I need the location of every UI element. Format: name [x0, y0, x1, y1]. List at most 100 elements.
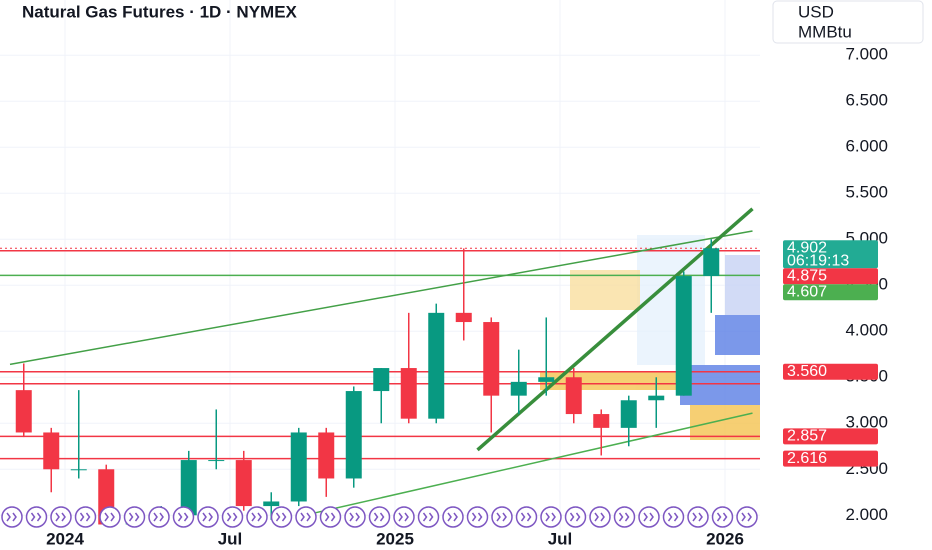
y-tick-label: 7.000: [845, 45, 888, 64]
candle-body: [400, 368, 417, 419]
y-tick-label: 4.000: [845, 321, 888, 340]
vp-bar: [570, 270, 640, 310]
event-icon-glyph: [422, 512, 434, 522]
y-tick-label: 3.000: [845, 413, 888, 432]
event-icon: [687, 506, 709, 528]
event-icon: [221, 506, 244, 528]
event-icon-glyph: [153, 512, 164, 522]
event-icon: [1, 506, 23, 528]
candle-body: [483, 322, 500, 396]
price-label-box: [783, 240, 878, 269]
candle-body: [538, 377, 555, 382]
event-icon-glyph: [667, 512, 679, 522]
candle-body: [373, 368, 390, 392]
unit: MMBtu: [798, 22, 852, 41]
price-label-box: [783, 284, 878, 301]
event-icon: [540, 506, 562, 528]
event-icon: [172, 506, 195, 528]
event-icon-glyph: [6, 512, 17, 522]
candle-body: [648, 395, 665, 401]
trendline: [312, 412, 753, 515]
event-icon: [564, 506, 587, 528]
event-icon: [613, 506, 636, 528]
event-icon-glyph: [226, 512, 238, 522]
price-label: 4.902: [787, 239, 827, 256]
event-icon-glyph: [692, 512, 703, 522]
event-icon: [270, 506, 293, 528]
event-icon: [25, 506, 48, 528]
x-tick-label: Jul: [218, 529, 243, 548]
event-icons: [1, 506, 758, 528]
currency: USD: [798, 2, 834, 21]
candle-body: [620, 400, 637, 428]
vp-bar: [715, 315, 760, 355]
event-icon-glyph: [594, 512, 605, 522]
event-icon-glyph: [300, 512, 311, 522]
candle-body: [675, 276, 692, 396]
event-icon: [736, 506, 758, 528]
event-icon: [50, 506, 72, 528]
x-tick-label: 2024: [46, 529, 84, 548]
event-icon: [466, 506, 489, 528]
chart-title: Natural Gas Futures · 1D · NYMEX: [22, 2, 298, 21]
event-icon-glyph: [275, 512, 287, 522]
event-icon-glyph: [741, 512, 752, 522]
event-icon-glyph: [618, 512, 630, 522]
countdown: 06:19:13: [787, 252, 849, 269]
event-icon-glyph: [55, 512, 66, 522]
event-icon: [344, 506, 366, 528]
event-icon-glyph: [716, 512, 728, 522]
event-icon-glyph: [447, 512, 458, 522]
event-icon-glyph: [251, 512, 262, 522]
event-icon-glyph: [520, 512, 532, 522]
candle-body: [318, 432, 335, 479]
candle-body: [510, 381, 527, 396]
event-icon-glyph: [128, 512, 140, 522]
event-icon: [491, 506, 513, 528]
event-icon: [417, 506, 440, 528]
candle-body: [593, 414, 610, 428]
event-icon-glyph: [177, 512, 189, 522]
x-tick-label: Jul: [548, 529, 573, 548]
event-icon: [638, 506, 660, 528]
event-icon: [295, 506, 317, 528]
candle-body: [180, 460, 197, 516]
price-label-box: [783, 450, 878, 467]
event-icon-glyph: [471, 512, 483, 522]
event-icon-glyph: [79, 512, 91, 522]
event-icon: [589, 506, 611, 528]
candle-body: [263, 501, 280, 507]
event-icon: [442, 506, 464, 528]
event-icon: [393, 506, 415, 528]
candle-body: [703, 248, 720, 277]
price-label: 3.560: [787, 363, 827, 380]
price-label: 4.875: [787, 267, 827, 284]
event-icon-glyph: [104, 512, 115, 522]
candle-body: [428, 312, 445, 419]
event-icon: [246, 506, 268, 528]
event-icon-glyph: [496, 512, 507, 522]
x-tick-label: 2026: [706, 529, 744, 548]
event-icon: [148, 506, 170, 528]
price-label-box: [783, 268, 878, 285]
price-label-box: [783, 428, 878, 445]
event-icon-glyph: [202, 512, 213, 522]
event-icon: [515, 506, 538, 528]
candle-body: [345, 391, 362, 479]
y-tick-label: 5.500: [845, 183, 888, 202]
event-icon: [319, 506, 342, 528]
event-icon: [662, 506, 685, 528]
candle-body: [290, 432, 307, 502]
y-tick-label: 2.000: [845, 505, 888, 524]
vp-bar: [690, 405, 760, 440]
event-icon: [99, 506, 121, 528]
plot: [0, 207, 760, 525]
candle-body: [565, 377, 582, 415]
event-icon-glyph: [643, 512, 654, 522]
event-icon: [123, 506, 146, 528]
event-icon: [711, 506, 734, 528]
price-label-box: [783, 363, 878, 380]
x-tick-label: 2025: [376, 529, 414, 548]
y-tick-label: 6.500: [845, 91, 888, 110]
